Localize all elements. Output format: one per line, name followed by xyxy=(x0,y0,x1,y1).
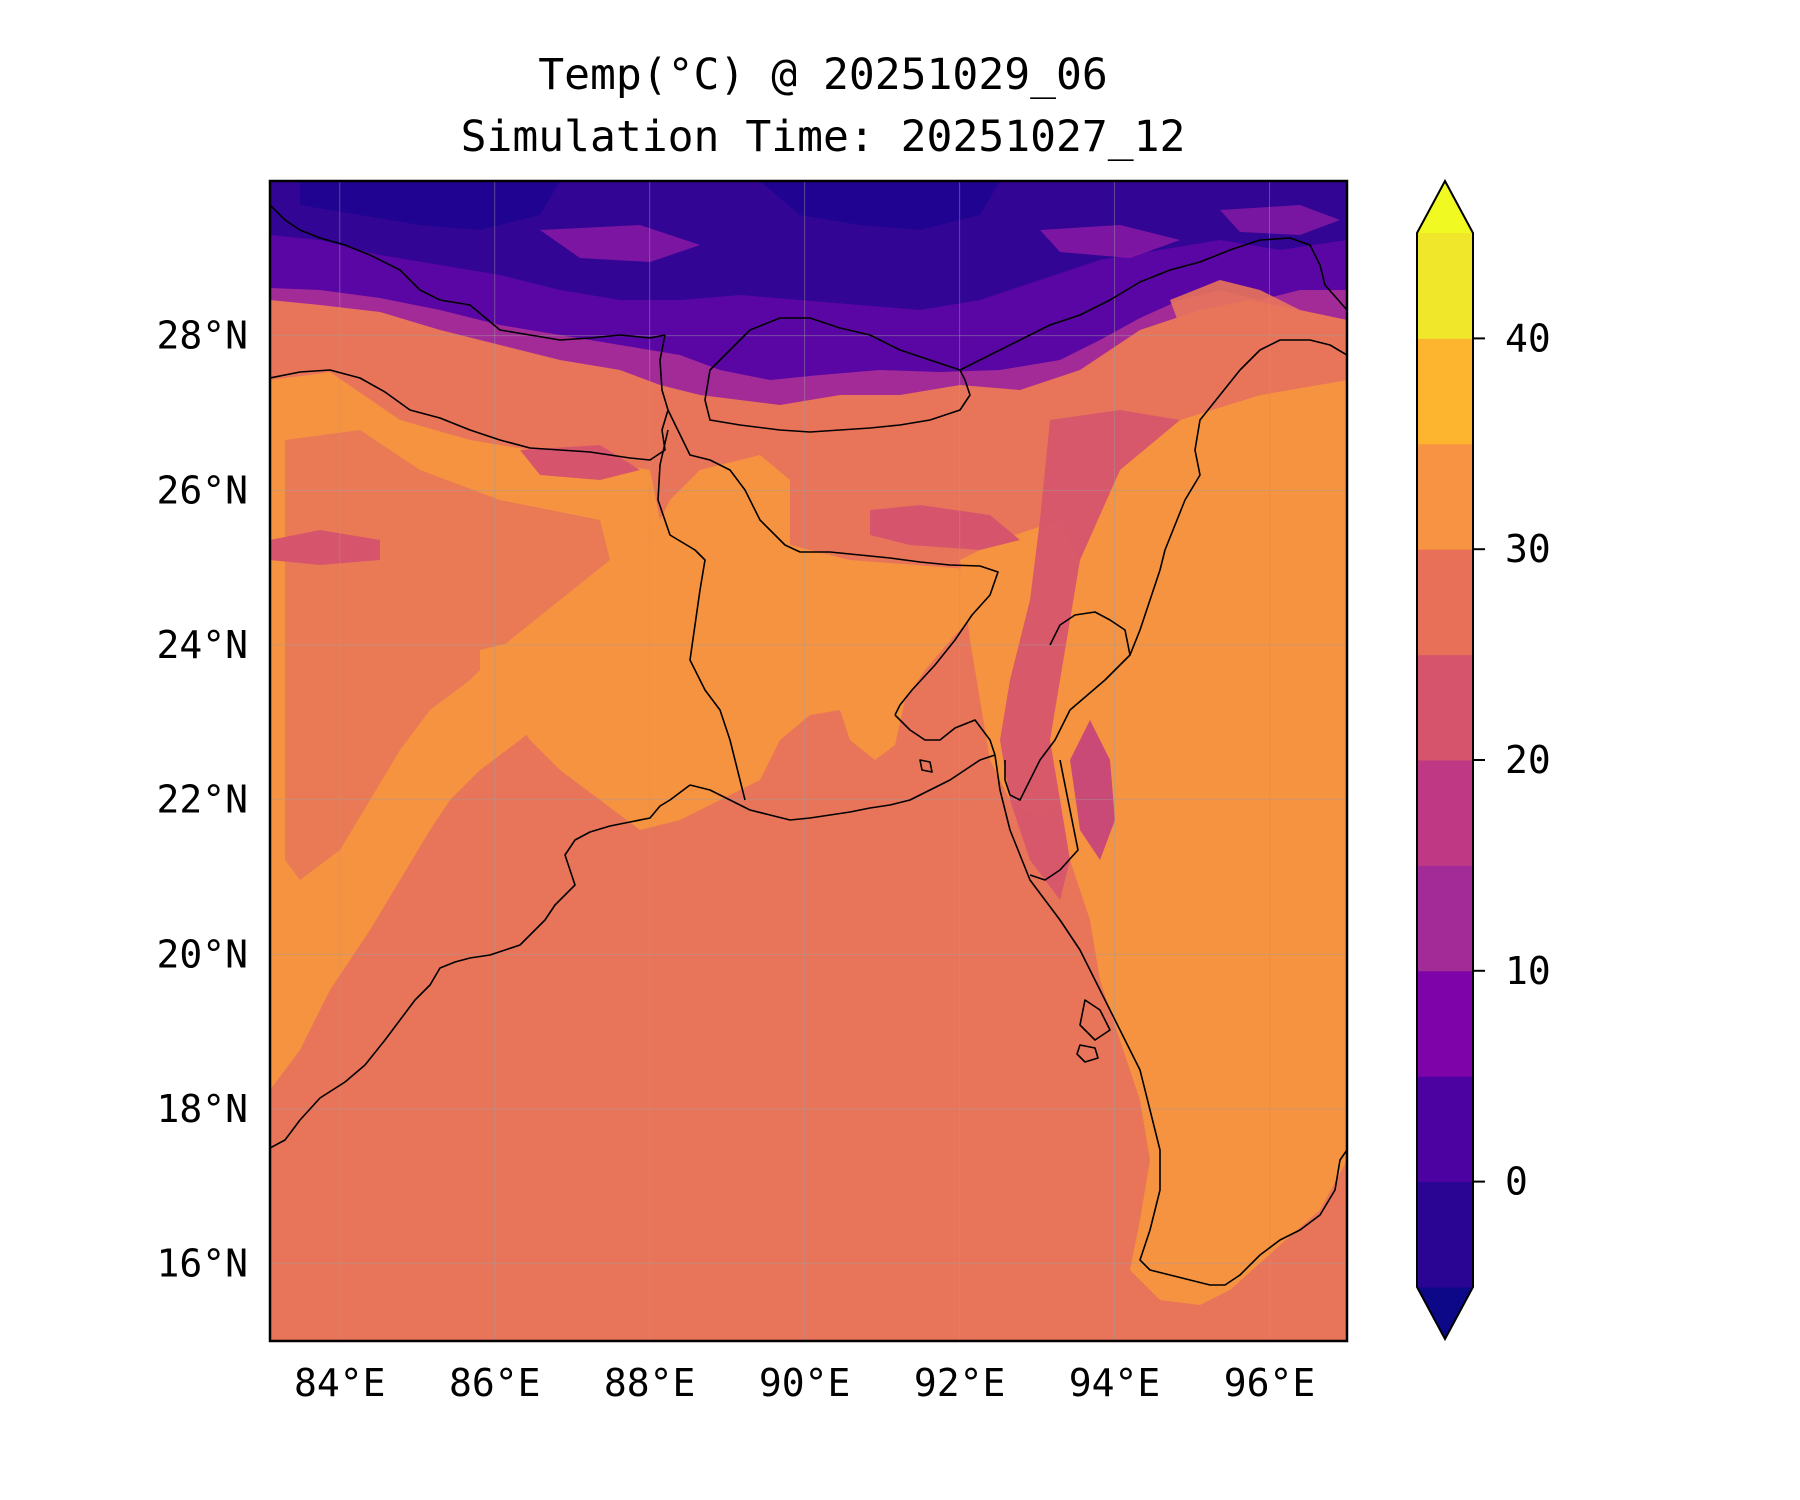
highland-cool-band xyxy=(1000,390,1180,900)
coastline-india-east xyxy=(270,784,691,1149)
colorbar-band xyxy=(1417,549,1473,656)
lon-tick-label: 90°E xyxy=(759,1361,851,1405)
mountains-patch-violet-3 xyxy=(1220,205,1340,235)
lat-tick-label: 26°N xyxy=(156,468,248,512)
figure-title: Temp(°C) @ 20251029_06 xyxy=(538,50,1108,100)
colorbar-tick-label: 20 xyxy=(1505,738,1551,782)
mountains-patch-violet-2 xyxy=(1040,225,1180,258)
highland-patch-c xyxy=(870,505,1020,550)
colorbar-tick-label: 10 xyxy=(1505,949,1551,993)
lon-tick-label: 94°E xyxy=(1069,1361,1161,1405)
coastline-bengal xyxy=(689,754,996,821)
colorbar-band xyxy=(1417,760,1473,866)
lon-tick-label: 88°E xyxy=(604,1361,696,1405)
longitude-tick-labels: 84°E 86°E 88°E 90°E 92°E 94°E 96°E xyxy=(294,1361,1315,1405)
colorbar: 0 10 20 30 40 xyxy=(1416,178,1551,1342)
border-bangladesh-east xyxy=(894,611,1131,801)
border-nepal-china xyxy=(270,204,666,341)
border-bangladesh xyxy=(657,409,999,801)
colorbar-extend-max xyxy=(1417,181,1473,233)
island-cheduba xyxy=(1076,1044,1099,1063)
lon-tick-label: 84°E xyxy=(294,1361,386,1405)
colorbar-extend-min xyxy=(1417,1287,1473,1339)
lat-tick-label: 24°N xyxy=(156,623,248,667)
lon-tick-label: 86°E xyxy=(449,1361,541,1405)
lat-tick-label: 20°N xyxy=(156,932,248,976)
lon-tick-label: 96°E xyxy=(1224,1361,1316,1405)
colorbar-band xyxy=(1417,233,1473,339)
colorbar-tick-label: 0 xyxy=(1505,1160,1528,1204)
lat-tick-label: 22°N xyxy=(156,778,248,822)
border-northeast xyxy=(959,237,1347,656)
colorbar-band xyxy=(1417,338,1473,445)
coastline-myanmar xyxy=(994,754,1347,1286)
colorbar-band xyxy=(1417,1181,1473,1288)
lon-tick-label: 92°E xyxy=(914,1361,1006,1405)
island-small xyxy=(919,759,933,773)
mountains-coldest-2 xyxy=(300,181,560,230)
border-india-nepal xyxy=(270,369,669,461)
lat-tick-label: 28°N xyxy=(156,314,248,358)
island-ramree xyxy=(1079,999,1111,1041)
plateau-warm-patch xyxy=(1170,280,1347,395)
mountains-patch-violet xyxy=(540,225,700,262)
highland-patch-nc xyxy=(520,445,640,480)
lat-tick-label: 16°N xyxy=(156,1242,248,1286)
colorbar-band xyxy=(1417,865,1473,972)
colorbar-outline xyxy=(1416,178,1474,1342)
graticule xyxy=(270,181,1347,1341)
colorbar-band xyxy=(1417,443,1473,550)
colorbar-band xyxy=(1417,1076,1473,1183)
colorbar-band xyxy=(1417,654,1473,761)
temperature-field xyxy=(270,181,1347,1341)
land-warm-bangladesh xyxy=(480,455,1000,830)
land-warm-myanmar xyxy=(1050,380,1347,1305)
highland-cool-band-2 xyxy=(1070,720,1115,860)
coastlines-and-borders xyxy=(270,204,1347,1286)
highland-patch-nw xyxy=(270,530,380,565)
mountains-coldest-3 xyxy=(760,181,1000,230)
lat-tick-label: 18°N xyxy=(156,1087,248,1131)
colorbar-tick-label: 40 xyxy=(1505,316,1551,360)
map-frame xyxy=(268,179,1349,1343)
figure-subtitle: Simulation Time: 20251027_12 xyxy=(460,112,1186,162)
border-myanmar-inner xyxy=(1029,759,1079,881)
colorbar-tick-label: 30 xyxy=(1505,527,1551,571)
latitude-tick-labels: 16°N 18°N 20°N 22°N 24°N 26°N 28°N xyxy=(156,314,248,1286)
colorbar-band xyxy=(1417,970,1473,1077)
